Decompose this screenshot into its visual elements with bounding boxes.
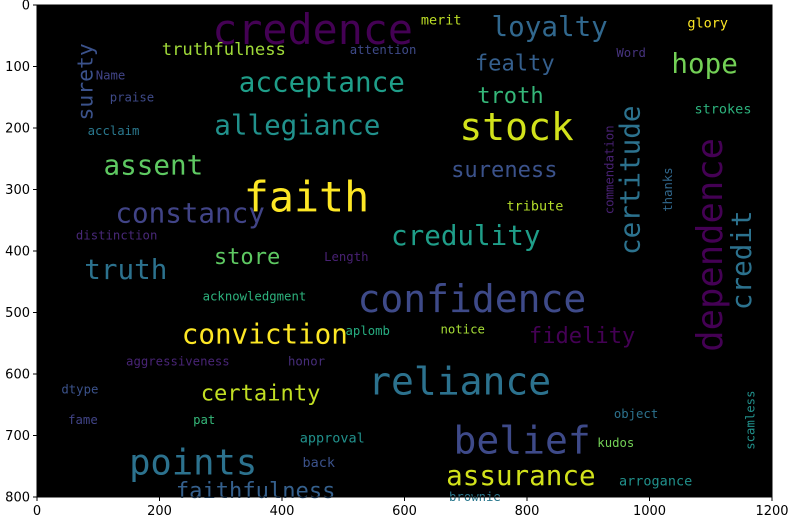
word-conviction: conviction [182,318,348,351]
word-acceptance: acceptance [239,65,405,98]
x-tick-label: 400 [270,504,295,519]
y-axis: 0 100 200 300 400 500 600 700 800 [5,0,37,506]
word-constancy: constancy [115,196,265,229]
word-reliance: reliance [368,359,551,403]
word-hope: hope [671,47,737,80]
word-allegiance: allegiance [214,108,380,141]
word-commendation: commendation [603,125,617,214]
word-thanks: thanks [661,167,675,211]
word-approval: approval [300,431,365,447]
x-tick-label: 1000 [633,504,666,519]
word-sureness: sureness [451,157,557,183]
word-points: points [129,443,257,484]
word-back: back [302,455,335,471]
word-confidence: confidence [357,277,586,321]
word-fame: fame [68,413,98,427]
word-certitude: certitude [613,106,646,256]
x-tick-label: 200 [147,504,172,519]
word-object: object [614,407,658,421]
word-belief: belief [453,418,590,462]
y-tick-label: 300 [5,183,30,198]
y-tick-label: 400 [5,245,30,260]
word-honor: honor [288,355,325,369]
y-tick-label: 100 [5,60,30,75]
x-tick-label: 600 [392,504,417,519]
word-notice: notice [440,323,484,337]
word-assent: assent [104,148,204,181]
word-distinction: distinction [76,229,157,243]
word-credit: credit [725,210,758,310]
y-tick-label: 700 [5,429,30,444]
x-axis: 0 200 400 600 800 1000 1200 [33,497,789,519]
word-loyalty: loyalty [492,10,608,43]
word-fealty: fealty [475,50,555,76]
word-praise: praise [110,90,154,104]
word-assurance: assurance [446,459,596,492]
word-surety: surety [74,43,99,120]
word-acknowledgment: acknowledgment [203,290,307,304]
word-troth: troth [477,83,544,109]
word-glory: glory [687,15,728,31]
word-dtype: dtype [61,382,98,396]
word-pat: pat [193,413,215,427]
word-tribute: tribute [507,199,564,215]
word-attention: attention [350,43,417,57]
word-name: Name [96,69,126,83]
word-length: Length [324,250,368,264]
x-tick-label: 0 [33,504,41,519]
word-truth: truth [84,253,167,286]
x-tick-label: 1200 [755,504,788,519]
word-arrogance: arrogance [619,474,692,490]
y-tick-label: 600 [5,368,30,383]
word-truthfulness: truthfulness [162,40,286,60]
x-tick-label: 800 [515,504,540,519]
word-faith: faith [244,172,370,221]
word-stock: stock [459,105,574,149]
word-certainty: certainty [201,381,321,407]
word-kudos: kudos [597,436,634,450]
y-tick-label: 800 [5,491,30,506]
word-faithfulness: faithfulness [176,478,336,504]
word-credence: credence [212,5,413,54]
word-word: Word [616,46,646,60]
word-dependence: dependence [690,138,731,352]
word-cloud-words: credence loyalty merit glory surety truthfuln… [61,5,758,504]
word-aplomb: aplomb [346,324,390,338]
word-credulity: credulity [391,219,541,252]
y-tick-label: 0 [22,0,30,14]
word-merit: merit [421,12,462,28]
word-strokes: strokes [695,102,752,118]
y-tick-label: 500 [5,306,30,321]
word-scamless: scamless [744,391,758,450]
y-tick-label: 200 [5,122,30,137]
word-aggressiveness: aggressiveness [126,355,230,369]
word-fidelity: fidelity [529,323,635,349]
word-acclaim: acclaim [88,124,140,138]
word-store: store [214,244,281,270]
plot-area-background [37,5,772,497]
